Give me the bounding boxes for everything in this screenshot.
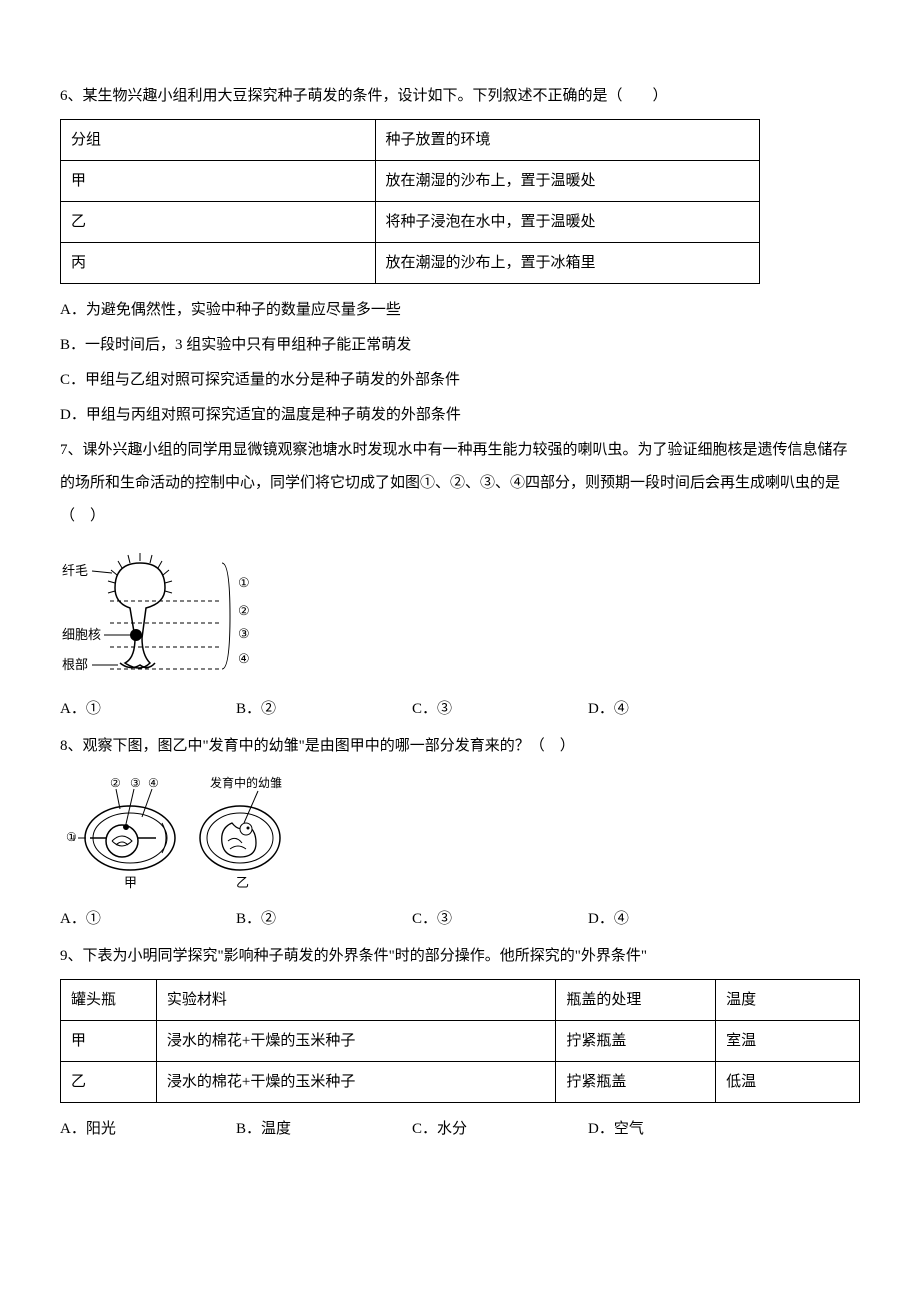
q7-opt-a: A．① xyxy=(60,693,236,726)
q9-table: 罐头瓶 实验材料 瓶盖的处理 温度 甲 浸水的棉花+干燥的玉米种子 拧紧瓶盖 室… xyxy=(60,979,860,1103)
part-4-label: ④ xyxy=(238,651,250,666)
q9-r0c3: 室温 xyxy=(716,1021,860,1062)
q6-options: A．为避免偶然性，实验中种子的数量应尽量多一些 B．一段时间后，3 组实验中只有… xyxy=(60,294,860,432)
table-row: 乙 将种子浸泡在水中，置于温暖处 xyxy=(61,202,760,243)
root-label: 根部 xyxy=(62,657,88,672)
q9-th-2: 瓶盖的处理 xyxy=(556,980,716,1021)
q8-opt-a: A．① xyxy=(60,903,236,936)
part-3-label: ③ xyxy=(238,626,250,641)
q7-stem: 7、课外兴趣小组的同学用显微镜观察池塘水时发现水中有一种再生能力较强的喇叭虫。为… xyxy=(60,434,860,533)
q8-options: A．① B．② C．③ D．④ xyxy=(60,903,860,936)
q9-th-3: 温度 xyxy=(716,980,860,1021)
q6-opt-b: B．一段时间后，3 组实验中只有甲组种子能正常萌发 xyxy=(60,329,860,362)
q6-r1c0: 乙 xyxy=(61,202,376,243)
q6-opt-a: A．为避免偶然性，实验中种子的数量应尽量多一些 xyxy=(60,294,860,327)
q6-r2c0: 丙 xyxy=(61,243,376,284)
q6-r0c0: 甲 xyxy=(61,161,376,202)
table-row: 甲 放在潮湿的沙布上，置于温暖处 xyxy=(61,161,760,202)
q7-opt-d: D．④ xyxy=(588,693,764,726)
q9-options: A．阳光 B．温度 C．水分 D．空气 xyxy=(60,1113,860,1146)
q6-opt-d: D．甲组与丙组对照可探究适宜的温度是种子萌发的外部条件 xyxy=(60,399,860,432)
yi-label: 乙 xyxy=(236,875,249,890)
q6-r1c1: 将种子浸泡在水中，置于温暖处 xyxy=(375,202,759,243)
q9-r0c2: 拧紧瓶盖 xyxy=(556,1021,716,1062)
q9-th-0: 罐头瓶 xyxy=(61,980,157,1021)
q6-table: 分组 种子放置的环境 甲 放在潮湿的沙布上，置于温暖处 乙 将种子浸泡在水中，置… xyxy=(60,119,760,284)
table-row: 甲 浸水的棉花+干燥的玉米种子 拧紧瓶盖 室温 xyxy=(61,1021,860,1062)
q9-opt-d: D．空气 xyxy=(588,1113,764,1146)
q6-th-0: 分组 xyxy=(61,120,376,161)
q6-stem: 6、某生物兴趣小组利用大豆探究种子萌发的条件，设计如下。下列叙述不正确的是（ ） xyxy=(60,80,860,113)
q6-r2c1: 放在潮湿的沙布上，置于冰箱里 xyxy=(375,243,759,284)
q9-r1c2: 拧紧瓶盖 xyxy=(556,1062,716,1103)
q9-opt-c: C．水分 xyxy=(412,1113,588,1146)
svg-text:③: ③ xyxy=(130,776,141,790)
q9-th-1: 实验材料 xyxy=(156,980,556,1021)
q9-r1c1: 浸水的棉花+干燥的玉米种子 xyxy=(156,1062,556,1103)
q8-opt-d: D．④ xyxy=(588,903,764,936)
q7-opt-b: B．② xyxy=(236,693,412,726)
q7-opt-c: C．③ xyxy=(412,693,588,726)
q8-figure: ② ③ ④ ① 甲 发育中的幼雏 乙 xyxy=(60,773,860,893)
q7-options: A．① B．② C．③ D．④ xyxy=(60,693,860,726)
q6-opt-c: C．甲组与乙组对照可探究适量的水分是种子萌发的外部条件 xyxy=(60,364,860,397)
q9-r1c3: 低温 xyxy=(716,1062,860,1103)
q9-opt-b: B．温度 xyxy=(236,1113,412,1146)
q6-r0c1: 放在潮湿的沙布上，置于温暖处 xyxy=(375,161,759,202)
svg-text:②: ② xyxy=(110,776,121,790)
svg-text:①: ① xyxy=(66,830,77,844)
q9-r0c1: 浸水的棉花+干燥的玉米种子 xyxy=(156,1021,556,1062)
q9-stem: 9、下表为小明同学探究"影响种子萌发的外界条件"时的部分操作。他所探究的"外界条… xyxy=(60,940,860,973)
embryo-title: 发育中的幼雏 xyxy=(210,775,282,790)
table-row: 丙 放在潮湿的沙布上，置于冰箱里 xyxy=(61,243,760,284)
q9-r1c0: 乙 xyxy=(61,1062,157,1103)
table-row: 乙 浸水的棉花+干燥的玉米种子 拧紧瓶盖 低温 xyxy=(61,1062,860,1103)
q9-opt-a: A．阳光 xyxy=(60,1113,236,1146)
part-2-label: ② xyxy=(238,603,250,618)
q8-opt-c: C．③ xyxy=(412,903,588,936)
cilia-label: 纤毛 xyxy=(62,563,88,578)
part-1-label: ① xyxy=(238,575,250,590)
q9-r0c0: 甲 xyxy=(61,1021,157,1062)
svg-text:④: ④ xyxy=(148,776,159,790)
q8-stem: 8、观察下图，图乙中"发育中的幼雏"是由图甲中的哪一部分发育来的？（ ） xyxy=(60,730,860,763)
q6-th-1: 种子放置的环境 xyxy=(375,120,759,161)
nucleus-label: 细胞核 xyxy=(62,627,101,642)
q8-opt-b: B．② xyxy=(236,903,412,936)
q7-figure: ① ② ③ ④ 纤毛 细胞核 根部 xyxy=(60,543,860,683)
jia-label: 甲 xyxy=(124,875,137,890)
